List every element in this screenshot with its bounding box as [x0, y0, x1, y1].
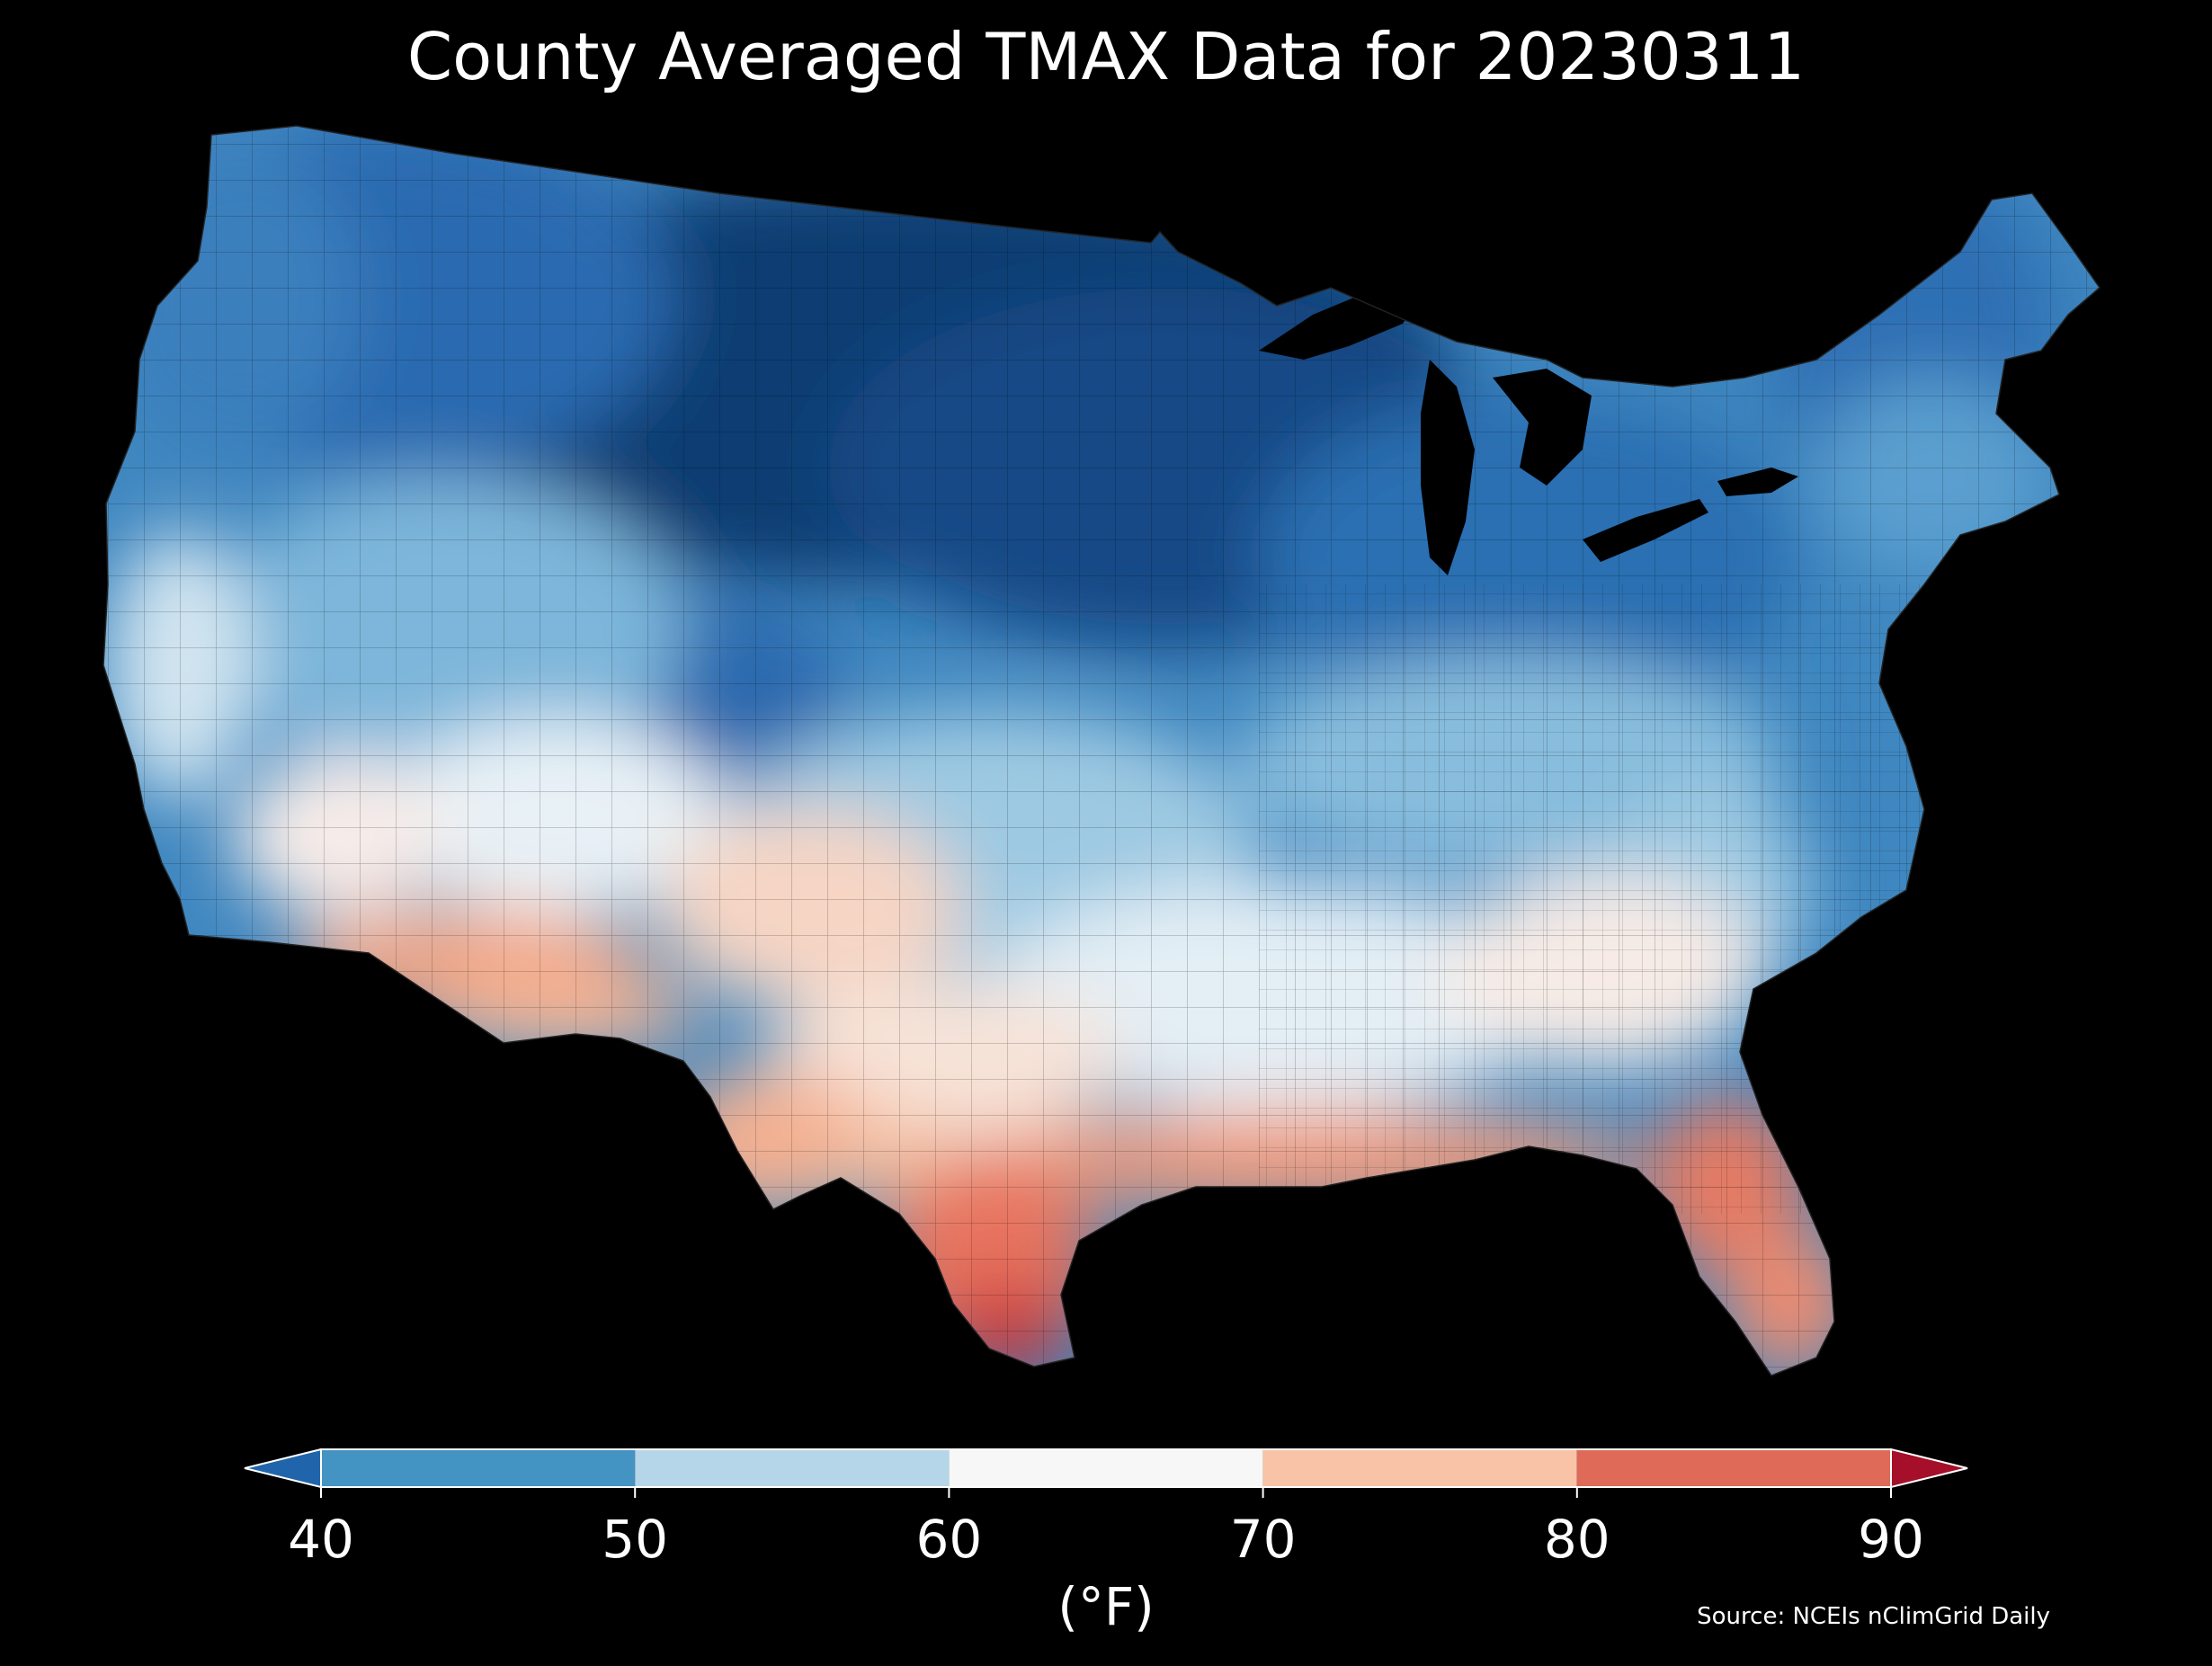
source-label: Source: NCEIs nClimGrid Daily — [1697, 1603, 2050, 1630]
colorbar-tick-label: 50 — [602, 1509, 669, 1570]
colorbar-under-arrow — [244, 1448, 322, 1489]
colorbar-tick-label: 70 — [1229, 1509, 1297, 1570]
map-title: County Averaged TMAX Data for 20230311 — [406, 19, 1806, 94]
lake-erie — [1583, 499, 1708, 562]
lake-ontario — [1717, 468, 1798, 496]
lake-huron — [1493, 369, 1592, 486]
colorbar-bin — [635, 1449, 950, 1487]
colorbar-tick-label: 40 — [288, 1509, 354, 1570]
colorbar-over-arrow — [1890, 1448, 1968, 1489]
colorbar-bin — [949, 1449, 1263, 1487]
lake-michigan — [1421, 360, 1475, 575]
colorbar-units-label: (°F) — [1057, 1576, 1155, 1637]
colorbar-tick-label: 80 — [1543, 1509, 1610, 1570]
colorbar-tick-label: 90 — [1858, 1509, 1924, 1570]
colorbar-bin — [1576, 1449, 1891, 1487]
colorbar-tick-label: 60 — [915, 1509, 983, 1570]
colorbar-bin — [321, 1449, 636, 1487]
colorbar-bin — [1262, 1449, 1577, 1487]
